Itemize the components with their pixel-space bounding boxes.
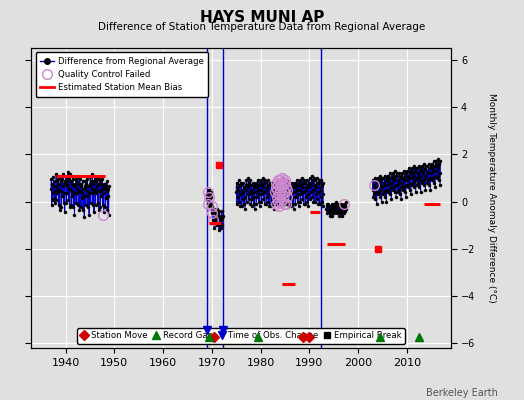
Y-axis label: Monthly Temperature Anomaly Difference (°C): Monthly Temperature Anomaly Difference (… [487,93,496,303]
Legend: Station Move, Record Gap, Time of Obs. Change, Empirical Break: Station Move, Record Gap, Time of Obs. C… [77,328,405,344]
Text: Difference of Station Temperature Data from Regional Average: Difference of Station Temperature Data f… [99,22,425,32]
Text: Berkeley Earth: Berkeley Earth [426,388,498,398]
Text: HAYS MUNI AP: HAYS MUNI AP [200,10,324,25]
